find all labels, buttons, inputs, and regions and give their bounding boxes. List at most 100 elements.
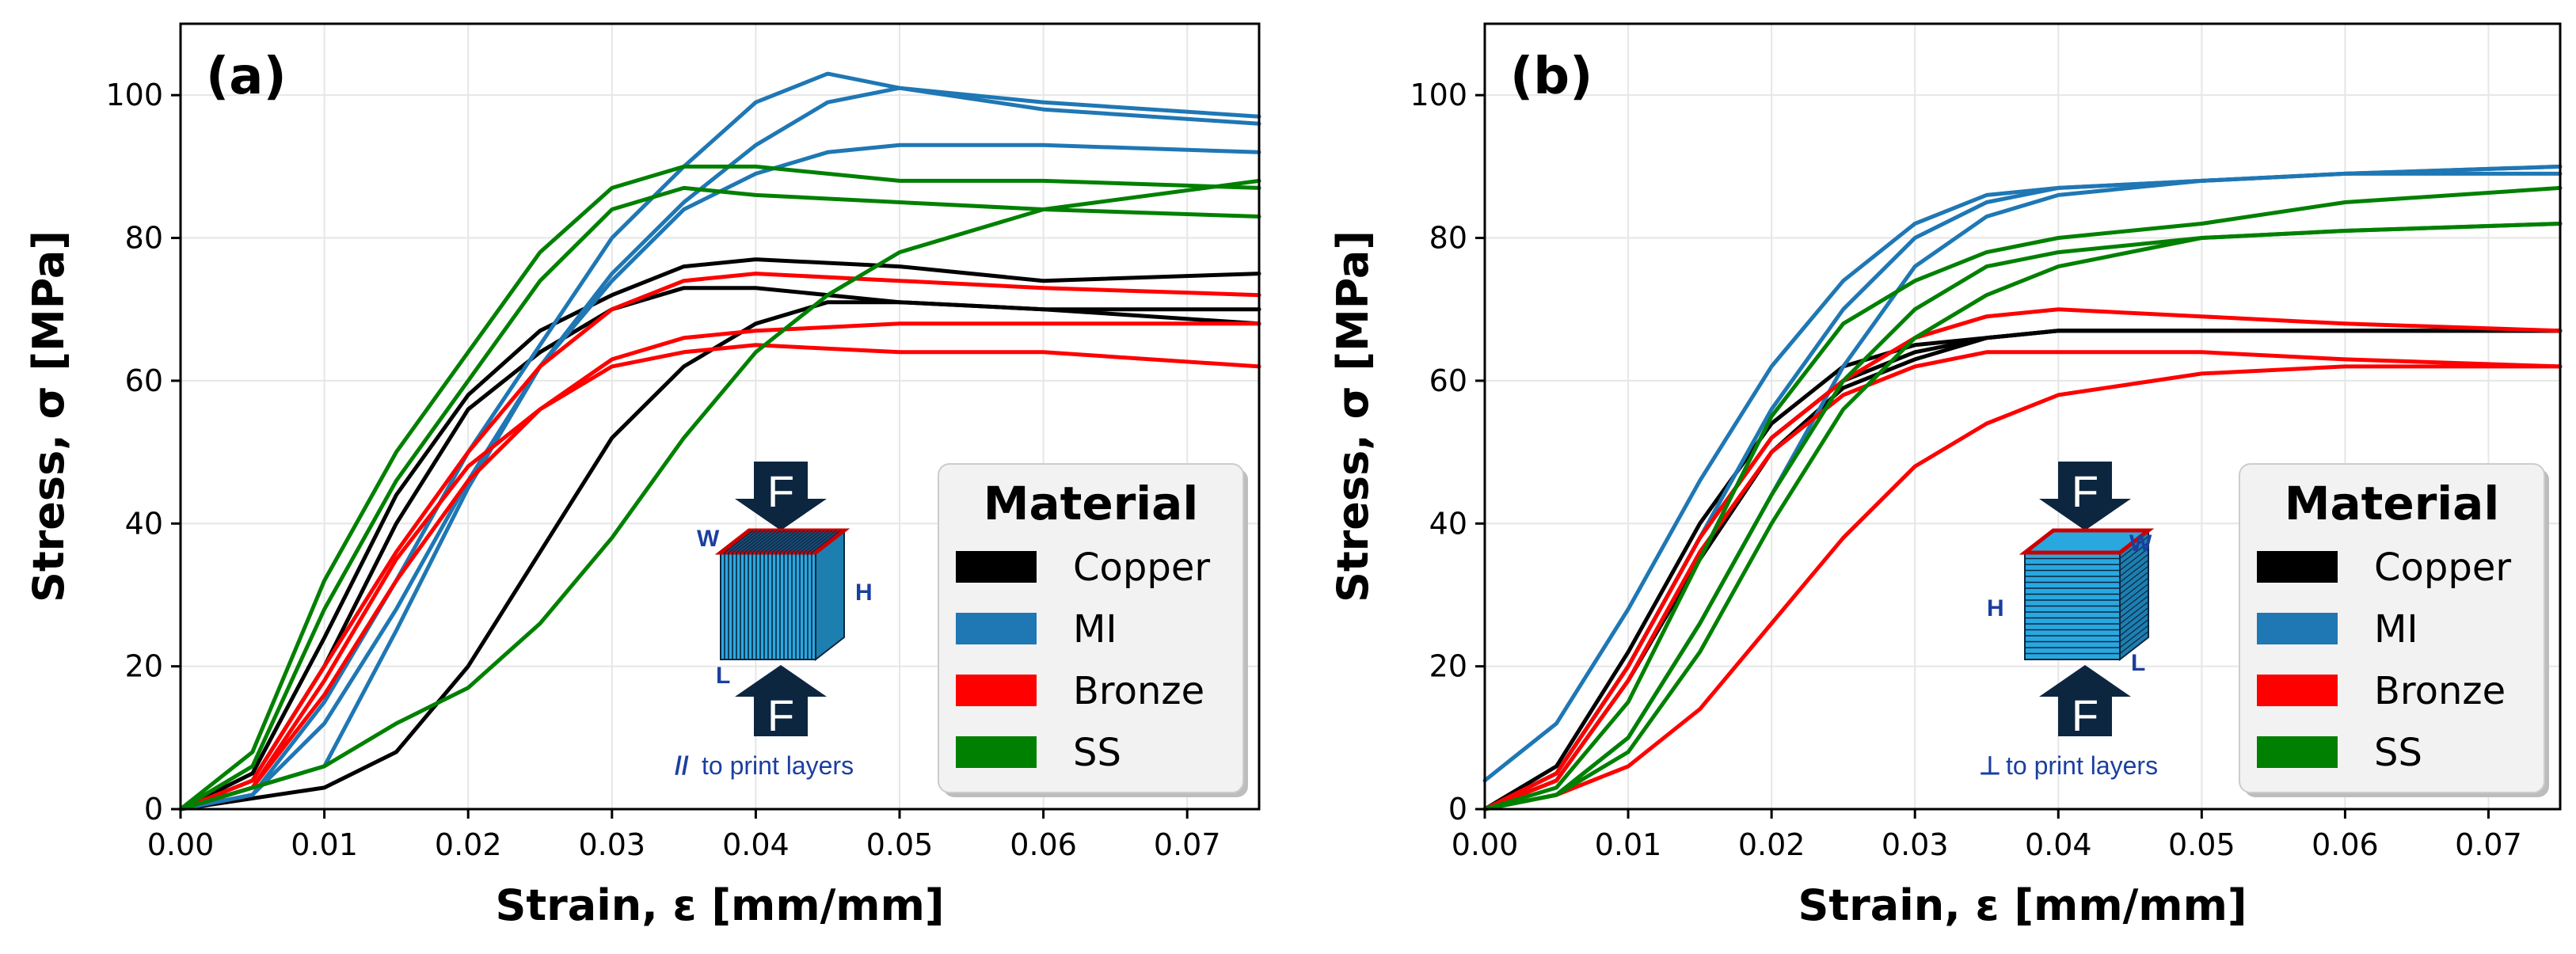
print-layer-line	[744, 530, 774, 553]
orientation-symbol: ⊥	[1979, 751, 2001, 780]
x-tick-label: 0.00	[1452, 827, 1519, 862]
print-layer-line	[803, 530, 833, 553]
print-layer-line	[807, 530, 837, 553]
x-tick-label: 0.01	[1595, 827, 1662, 862]
legend: Material Copper MI Bronze SS	[2239, 463, 2549, 797]
x-tick-label: 0.00	[147, 827, 215, 862]
print-layer-line	[2119, 553, 2149, 577]
print-layer-line	[771, 530, 801, 553]
x-tick-label: 0.01	[291, 827, 358, 862]
print-layer-line	[2119, 601, 2149, 625]
dimension-l: L	[716, 663, 730, 689]
y-tick-label: 40	[1429, 506, 1467, 541]
print-layer-line	[783, 530, 813, 553]
x-tick-label: 0.02	[1738, 827, 1805, 862]
series-line-ss	[178, 185, 1261, 811]
orientation-symbol: //	[675, 751, 689, 780]
print-layer-line	[2119, 589, 2149, 613]
x-tick-label: 0.02	[435, 827, 502, 862]
legend-label-copper: Copper	[1073, 545, 1210, 590]
y-tick-label: 20	[1429, 649, 1467, 684]
panel-b: 0.00 0.01 0.02 0.03 0.04 0.05 0.06 0.07 0 20 40 60 8…	[1328, 22, 2563, 930]
series-line-mi	[178, 143, 1261, 811]
print-layer-line	[811, 530, 841, 553]
legend-swatch-bronze	[2257, 675, 2338, 706]
orientation-caption: to print layers	[702, 751, 854, 780]
series-line-ss	[178, 178, 1261, 811]
x-tick-label: 0.05	[866, 827, 934, 862]
print-layer-line	[732, 530, 762, 553]
axes-frame	[179, 22, 1261, 811]
legend-title: Material	[2285, 477, 2499, 530]
legend-swatch-bronze	[956, 675, 1037, 706]
x-tick-label: 0.03	[578, 827, 645, 862]
y-tick-label: 0	[144, 792, 163, 827]
print-layer-line	[763, 530, 793, 553]
y-tick-label: 100	[1410, 78, 1467, 112]
print-layer-line	[736, 530, 766, 553]
legend-title: Material	[984, 477, 1198, 530]
specimen-top-face	[2019, 528, 2155, 555]
force-arrow-up-icon	[2039, 665, 2131, 736]
y-tick-label: 100	[105, 78, 163, 112]
y-tick-label: 60	[1429, 363, 1467, 398]
print-layer-line	[751, 530, 782, 553]
legend-swatch-ss	[2257, 736, 2338, 768]
print-layer-line	[2119, 619, 2149, 642]
y-tick-label: 60	[125, 363, 163, 398]
x-tick-label: 0.04	[2025, 827, 2092, 862]
x-tick-label: 0.04	[722, 827, 790, 862]
force-arrow-down-icon	[2039, 462, 2131, 530]
series-line-bronze	[1482, 307, 2563, 811]
legend-label-bronze: Bronze	[1073, 669, 1204, 713]
series-line-bronze	[178, 343, 1261, 811]
dimension-h: H	[855, 580, 873, 606]
legend: Material Copper MI Bronze SS	[938, 463, 1248, 797]
legend-box	[938, 463, 1244, 793]
legend-label-ss: SS	[2374, 731, 2422, 775]
print-layer-line	[2119, 565, 2149, 589]
legend-swatch-mi	[2257, 613, 2338, 644]
series-line-bronze	[1482, 350, 2563, 811]
legend-swatch-mi	[956, 613, 1037, 644]
panel-a: 0.00 0.01 0.02 0.03 0.04 0.05 0.06 0.07 0 20 40 60 8…	[24, 22, 1261, 930]
x-tick-label: 0.03	[1882, 827, 1949, 862]
x-axis-label: Strain, ε [mm/mm]	[1798, 880, 2247, 930]
legend-swatch-copper	[2257, 551, 2338, 583]
force-arrow-up-icon	[735, 665, 827, 736]
legend-label-bronze: Bronze	[2374, 669, 2506, 713]
x-tick-label: 0.07	[1154, 827, 1221, 862]
x-tick-label: 0.07	[2455, 827, 2522, 862]
dimension-l: L	[2131, 650, 2145, 676]
y-tick-label: 80	[125, 221, 163, 256]
print-layer-line	[767, 530, 797, 553]
dimension-h: H	[1987, 595, 2004, 621]
force-label-bottom: F	[2072, 690, 2098, 740]
print-layer-line	[775, 530, 805, 553]
legend-label-mi: MI	[1073, 607, 1117, 652]
legend-box	[2239, 463, 2545, 793]
print-layer-line	[2119, 613, 2149, 637]
print-layer-line	[779, 530, 809, 553]
print-layer-line	[2119, 607, 2149, 630]
force-label-bottom: F	[767, 690, 794, 740]
series-line-copper	[178, 257, 1261, 811]
print-layer-line	[795, 530, 825, 553]
print-layer-line	[2119, 595, 2149, 618]
print-layer-line	[2119, 548, 2149, 571]
print-layer-line	[787, 530, 817, 553]
series-line-copper	[178, 300, 1261, 811]
force-label-top: F	[767, 466, 794, 516]
series-line-ss	[1482, 185, 2563, 811]
print-layer-line	[799, 530, 829, 553]
print-layer-line	[740, 530, 770, 553]
print-layer-line	[2119, 625, 2149, 648]
panel-label: (a)	[206, 48, 287, 106]
legend-swatch-copper	[956, 551, 1037, 583]
x-tick-label: 0.06	[2312, 827, 2379, 862]
legend-label-mi: MI	[2374, 607, 2418, 652]
print-layer-line	[791, 530, 821, 553]
series-line-mi	[178, 86, 1261, 811]
series-line-bronze	[1482, 364, 2563, 811]
